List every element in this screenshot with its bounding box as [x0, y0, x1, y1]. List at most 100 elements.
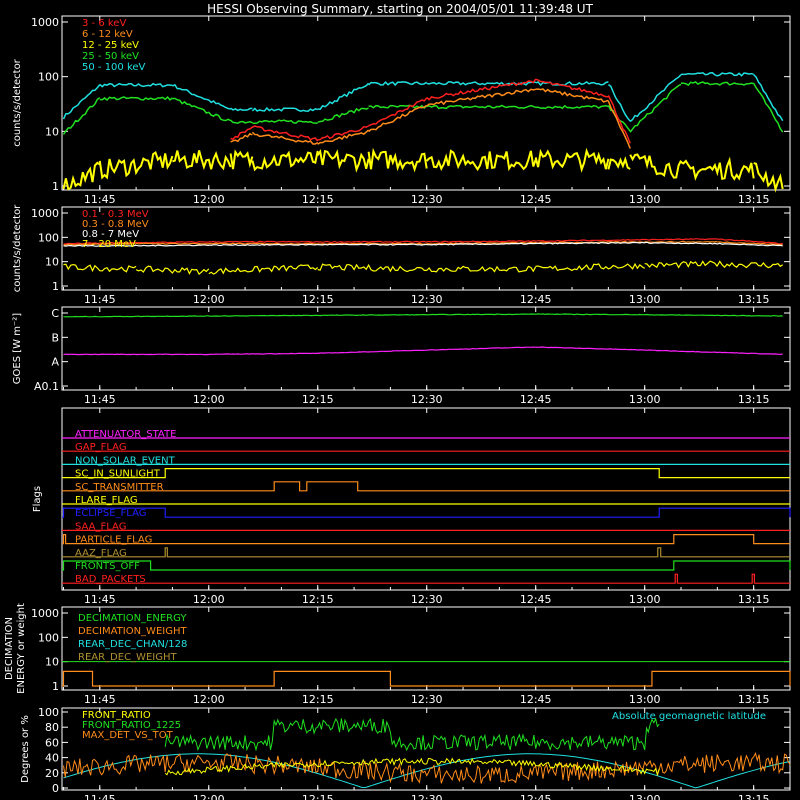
max-det-vs-tot-line	[63, 752, 791, 784]
legend-entry: 12 - 25 keV	[82, 40, 139, 51]
high-series-3	[63, 260, 784, 276]
x-tick-label: 13:15	[738, 393, 770, 406]
x-tick-label: 12:45	[520, 593, 552, 606]
flag-label: PARTICLE_FLAG	[75, 535, 152, 546]
legend-entry: 7 - 20 MeV	[82, 239, 136, 250]
x-tick-label: 13:15	[738, 593, 770, 606]
x-tick-label: 12:00	[193, 693, 225, 706]
x-tick-label: 12:00	[193, 293, 225, 306]
y-tick-label: 100	[38, 71, 59, 84]
x-tick-label: 12:30	[411, 693, 443, 706]
rates-series-3	[62, 81, 784, 135]
legend-entry: 25 - 50 keV	[82, 51, 139, 62]
x-tick-label: 12:45	[520, 293, 552, 306]
x-tick-label: 13:00	[629, 593, 661, 606]
goes-series-0	[63, 313, 783, 318]
flag-line	[62, 573, 790, 584]
y-axis-label: counts/s/detector	[12, 58, 23, 146]
flag-line	[62, 481, 790, 492]
x-tick-label: 12:00	[193, 593, 225, 606]
x-tick-label: 12:15	[302, 393, 334, 406]
goes-series-1	[63, 346, 783, 356]
flag-line	[62, 534, 790, 545]
rates-series-2	[62, 147, 784, 193]
flag-label: ATTENUATOR_STATE	[75, 429, 176, 440]
flag-line	[62, 560, 791, 571]
x-tick-label: 12:00	[193, 193, 225, 206]
y-tick-label: 60	[45, 736, 59, 749]
y-tick-label: 10	[45, 125, 59, 138]
y-tick-label: 10	[45, 256, 59, 269]
x-tick-label: 13:00	[629, 393, 661, 406]
x-tick-label: 12:15	[302, 193, 334, 206]
panel-frame-flags	[61, 407, 791, 591]
y-tick-label: 0	[52, 782, 59, 795]
geomagnetic-latitude-line	[63, 753, 791, 789]
x-tick-label: 12:15	[302, 793, 334, 800]
y-axis-label: GOES [W m⁻²]	[12, 313, 23, 384]
flag-label: NON_SOLAR_EVENT	[75, 455, 176, 466]
legend-entry: 0.3 - 0.8 MeV	[82, 219, 149, 230]
y-tick-label: 1000	[31, 16, 59, 29]
x-tick-label: 12:30	[411, 293, 443, 306]
legend-entry: MAX_DET_VS_TOT	[82, 730, 174, 741]
x-tick-label: 13:15	[738, 693, 770, 706]
legend-entry: 6 - 12 keV	[82, 29, 133, 40]
flag-label: ECLIPSE_FLAG	[75, 508, 146, 519]
x-tick-label: 13:00	[629, 693, 661, 706]
y-tick-label: 100	[38, 631, 59, 644]
legend-entry: FRONT_RATIO_1225	[82, 720, 181, 731]
legend-entry: DECIMATION_WEIGHT	[78, 626, 187, 637]
rates-series-0	[230, 78, 631, 144]
flag-label: FLARE_FLAG	[75, 495, 138, 506]
chart-title: HESSI Observing Summary, starting on 200…	[207, 2, 593, 16]
x-tick-label: 11:45	[84, 393, 116, 406]
panel-frame-decimation	[61, 606, 791, 691]
y-tick-label: 10	[45, 656, 59, 669]
legend-entry: FRONT_RATIO	[82, 710, 151, 721]
y-axis-label: Flags	[32, 486, 43, 512]
panel-frame-goes	[61, 306, 791, 391]
x-tick-label: 11:45	[84, 293, 116, 306]
x-tick-label: 13:00	[629, 193, 661, 206]
x-tick-label: 13:15	[738, 793, 770, 800]
y-tick-label: 1	[52, 680, 59, 693]
x-tick-label: 12:15	[302, 593, 334, 606]
legend-entry: 0.1 - 0.3 MeV	[82, 209, 149, 220]
legend-entry: REAR_DEC_WEIGHT	[78, 652, 177, 663]
y-tick-label: A0.1	[34, 380, 59, 393]
x-tick-label: 12:45	[520, 193, 552, 206]
y-tick-label: A	[51, 356, 59, 369]
x-tick-label: 11:45	[84, 693, 116, 706]
x-tick-label: 13:00	[629, 293, 661, 306]
x-tick-label: 12:45	[520, 393, 552, 406]
y-axis-label: DECIMATION	[4, 617, 15, 680]
y-tick-label: 1	[52, 180, 59, 193]
y-tick-label: 1	[52, 280, 59, 293]
x-tick-label: 12:30	[411, 393, 443, 406]
legend-entry: 3 - 6 keV	[82, 18, 126, 29]
x-tick-label: 12:00	[193, 793, 225, 800]
y-tick-label: 20	[45, 767, 59, 780]
rates-series-1	[230, 88, 631, 149]
flag-label: SC_IN_SUNLIGHT	[75, 469, 161, 480]
rates-series-4	[62, 71, 784, 123]
panel-frame-high	[61, 206, 791, 291]
x-tick-label: 13:15	[738, 193, 770, 206]
y-tick-label: 1000	[31, 207, 59, 220]
x-tick-label: 11:45	[84, 593, 116, 606]
x-tick-label: 12:15	[302, 293, 334, 306]
y-tick-label: C	[51, 307, 59, 320]
y-axis-label: Degrees or %	[20, 715, 31, 783]
x-tick-label: 12:30	[411, 193, 443, 206]
legend-entry: DECIMATION_ENERGY	[78, 613, 187, 624]
flag-line	[62, 507, 791, 518]
legend-entry: 50 - 100 keV	[82, 62, 146, 73]
y-tick-label: 100	[38, 706, 59, 719]
x-tick-label: 13:15	[738, 293, 770, 306]
x-tick-label: 12:00	[193, 393, 225, 406]
y-axis-label: counts/s/detector	[12, 204, 23, 292]
high-series-2	[63, 241, 783, 247]
geomagnetic-latitude-label: Absolute geomagnetic latitude	[612, 711, 766, 722]
